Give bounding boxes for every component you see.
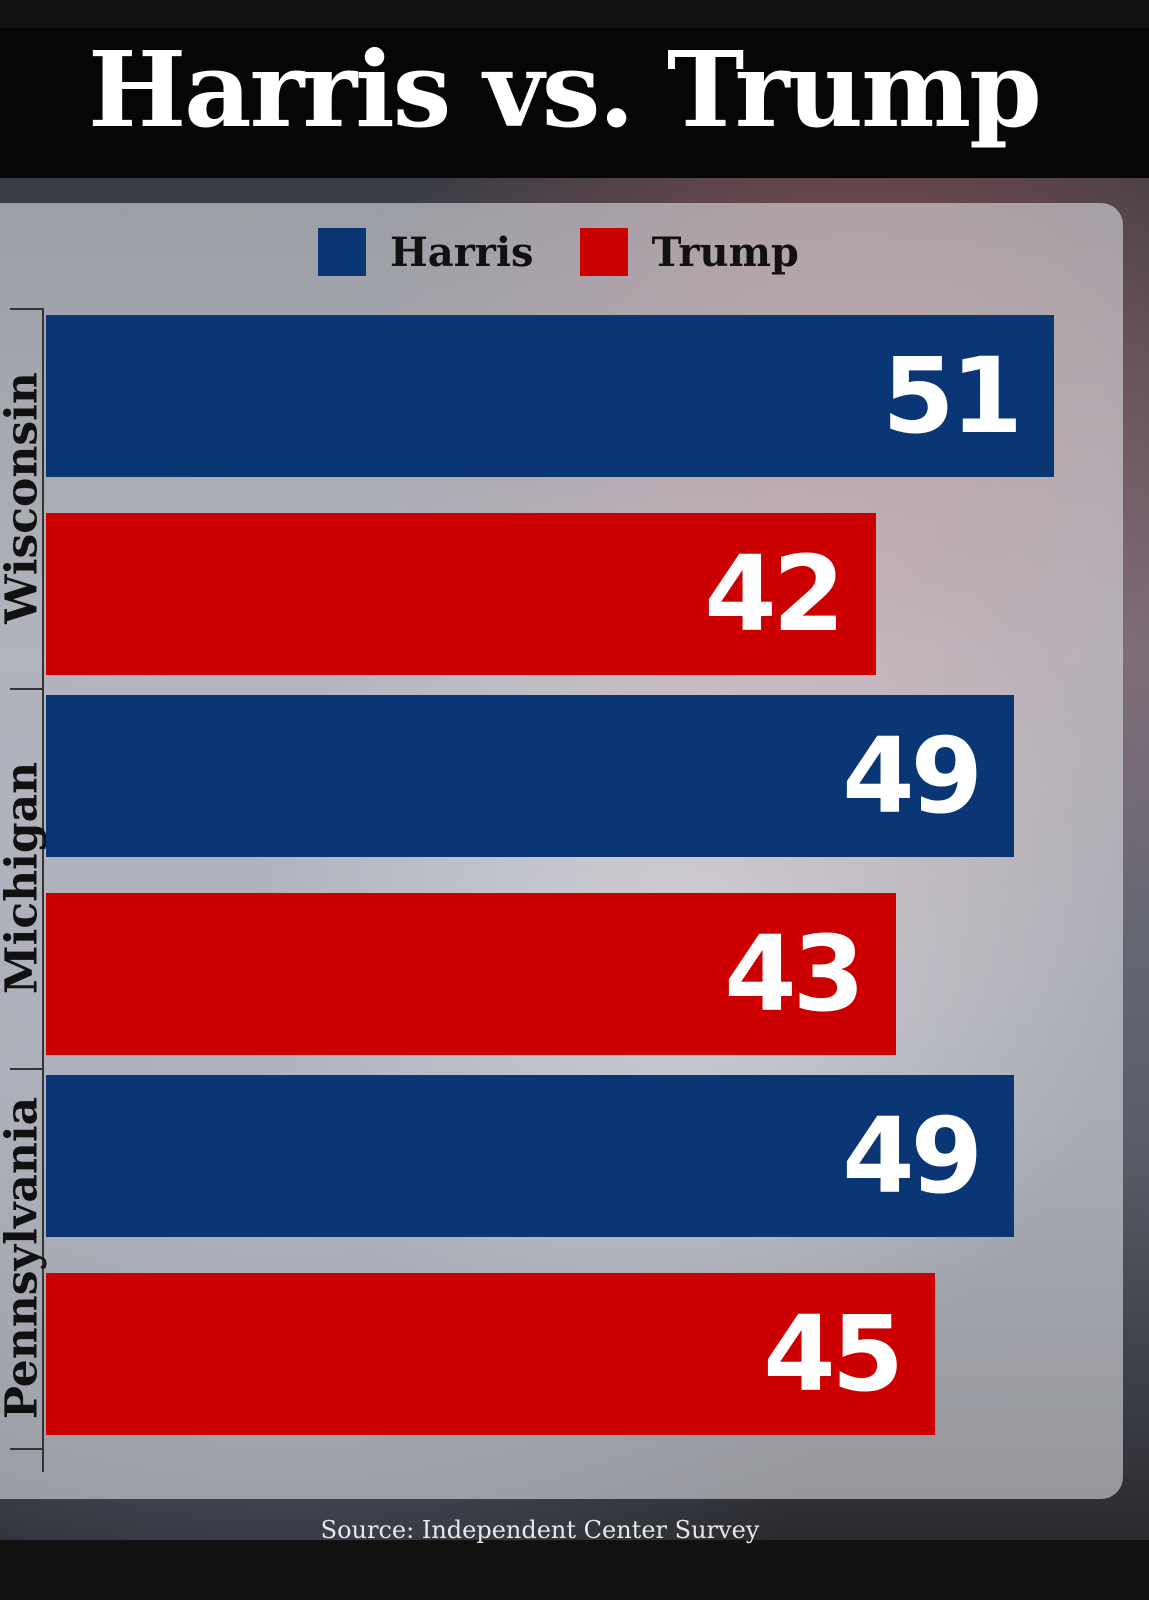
bar-value-label: 49 (842, 1095, 983, 1217)
chart-title: Harris vs. Trump (88, 28, 1042, 151)
bar-trump-michigan (46, 893, 896, 1055)
legend-label-harris: Harris (390, 228, 534, 276)
source-note: Source: Independent Center Survey (320, 1516, 760, 1544)
axis-tick (10, 1068, 44, 1070)
bar-harris-wisconsin (46, 315, 1054, 477)
axis-tick (10, 688, 44, 690)
legend-label-trump: Trump (651, 228, 799, 276)
category-label-text: Wisconsin (0, 372, 48, 624)
bar-value-label: 49 (842, 715, 983, 837)
legend-swatch-harris (318, 228, 366, 276)
axis-tick (10, 308, 44, 310)
category-label-text: Michigan (0, 761, 48, 995)
legend: Harris Trump (318, 222, 845, 282)
legend-swatch-trump (579, 228, 628, 276)
bar-value-label: 42 (704, 533, 845, 655)
axis-tick (10, 1448, 44, 1450)
bar-trump-pennsylvania (46, 1273, 935, 1435)
category-axis (42, 308, 44, 1472)
bar-value-label: 45 (763, 1293, 904, 1415)
category-label-text: Pennsylvania (0, 1096, 48, 1420)
bar-value-label: 43 (724, 913, 865, 1035)
bar-value-label: 51 (882, 335, 1023, 457)
title-band (0, 28, 1149, 178)
bar-trump-wisconsin (46, 513, 876, 675)
bar-harris-michigan (46, 695, 1014, 857)
bar-harris-pennsylvania (46, 1075, 1014, 1237)
